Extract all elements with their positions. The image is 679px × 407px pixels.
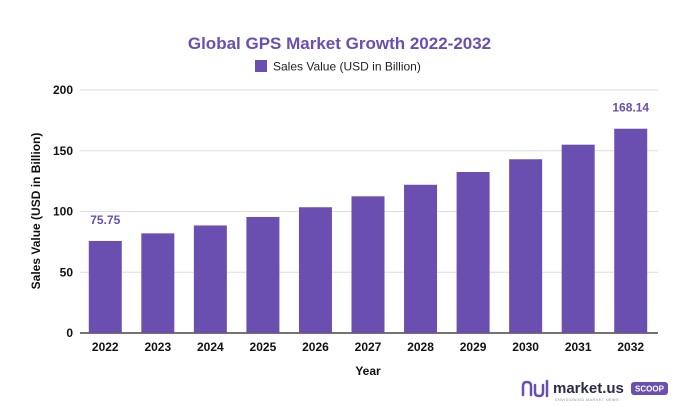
bar-2022: [88, 240, 122, 333]
bar-2026: [298, 207, 332, 333]
bar-2025: [246, 216, 280, 333]
x-tick-label: 2032: [617, 340, 644, 354]
bar-2031: [561, 144, 595, 333]
logo-text: market.us: [553, 380, 624, 397]
data-label: 168.14: [612, 101, 649, 115]
x-tick-label: 2029: [460, 340, 487, 354]
y-tick-label: 200: [53, 83, 73, 97]
data-label: 75.75: [90, 213, 120, 227]
bar-2030: [509, 159, 543, 333]
bar-2028: [404, 184, 438, 333]
legend: Sales Value (USD in Billion): [255, 60, 421, 74]
x-tick-label: 2022: [92, 340, 119, 354]
x-axis-label: Year: [355, 364, 381, 378]
x-tick-label: 2024: [197, 340, 224, 354]
y-tick-label: 150: [53, 144, 73, 158]
bars: [88, 128, 648, 333]
x-tick-label: 2030: [512, 340, 539, 354]
bar-2024: [193, 225, 227, 333]
x-tick-label: 2031: [565, 340, 592, 354]
legend-swatch: [255, 60, 267, 72]
market-us-logo: market.us ENVISIONING MARKET NEWS SCOOP: [521, 379, 668, 402]
y-tick-label: 50: [60, 265, 74, 279]
logo-subtext: ENVISIONING MARKET NEWS: [555, 397, 619, 402]
y-axis-label: Sales Value (USD in Billion): [29, 133, 43, 290]
bar-2032: [614, 128, 648, 333]
y-axis-ticks: 0 50 100 150 200: [53, 83, 73, 340]
x-tick-label: 2026: [302, 340, 329, 354]
x-tick-label: 2028: [407, 340, 434, 354]
logo-mark-icon: [521, 379, 549, 398]
x-tick-label: 2025: [250, 340, 277, 354]
legend-label: Sales Value (USD in Billion): [273, 60, 421, 74]
x-tick-label: 2027: [355, 340, 382, 354]
chart-title: Global GPS Market Growth 2022-2032: [188, 34, 491, 53]
scoop-badge: [631, 382, 668, 395]
x-axis-ticks: 2022 2023 2024 2025 2026 2027 2028 2029 2030 2031…: [92, 340, 644, 354]
data-labels: 75.75 168.14: [90, 101, 649, 227]
bar-2027: [351, 196, 385, 333]
y-tick-label: 0: [66, 326, 73, 340]
bar-2029: [456, 172, 490, 333]
y-tick-label: 100: [53, 205, 73, 219]
scoop-badge-text: SCOOP: [635, 385, 665, 394]
bar-2023: [141, 233, 175, 333]
x-tick-label: 2023: [144, 340, 171, 354]
